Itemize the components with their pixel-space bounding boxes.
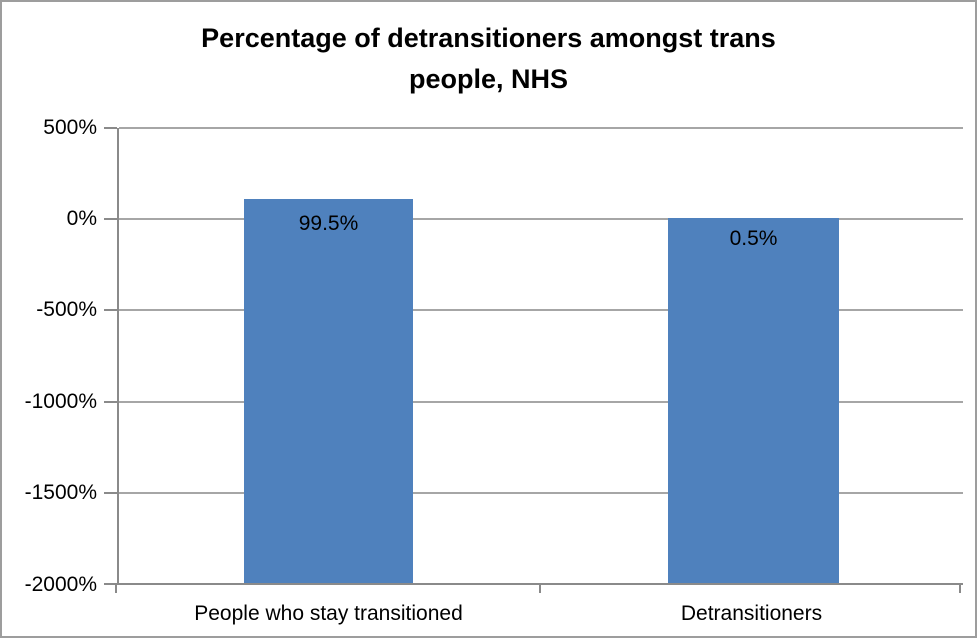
gridline-500	[119, 127, 963, 129]
y-axis-tick-mark	[104, 309, 117, 311]
plot-area: 99.5% 0.5%	[117, 127, 963, 585]
x-axis-tick-mark	[539, 583, 541, 593]
bar-people-who-stay-transitioned: 99.5%	[244, 199, 413, 583]
gridline-neg1000	[119, 401, 963, 403]
y-axis-tick-mark	[104, 401, 117, 403]
chart-title: Percentage of detransitioners amongst tr…	[2, 18, 975, 100]
y-axis-tick-label-neg1500: -1500%	[24, 481, 97, 504]
y-axis-tick-label-neg2000: -2000%	[24, 573, 97, 596]
gridline-neg1500	[119, 492, 963, 494]
x-axis-category-label: People who stay transitioned	[194, 602, 463, 625]
gridline-neg500	[119, 309, 963, 311]
chart-title-line-2: people, NHS	[408, 64, 569, 94]
y-axis-tick-mark	[104, 583, 117, 585]
y-axis-tick-mark	[104, 127, 117, 129]
bar-detransitioners: 0.5%	[668, 218, 839, 583]
y-axis-tick-mark	[104, 218, 117, 220]
y-axis-tick-label-0: 0%	[66, 207, 97, 230]
y-axis-tick-mark	[104, 492, 117, 494]
x-axis-tick-mark	[115, 583, 117, 593]
bar-data-label: 99.5%	[298, 212, 359, 235]
x-axis-category-label: Detransitioners	[680, 602, 823, 625]
x-axis-tick-mark	[959, 583, 961, 593]
bar-data-label: 0.5%	[729, 227, 778, 250]
gridline-0	[119, 218, 963, 220]
chart-title-line-1: Percentage of detransitioners amongst tr…	[201, 23, 776, 53]
y-axis-tick-label-neg500: -500%	[36, 298, 97, 321]
y-axis-tick-label-neg1000: -1000%	[24, 390, 97, 413]
y-axis-tick-label-500: 500%	[43, 116, 97, 139]
